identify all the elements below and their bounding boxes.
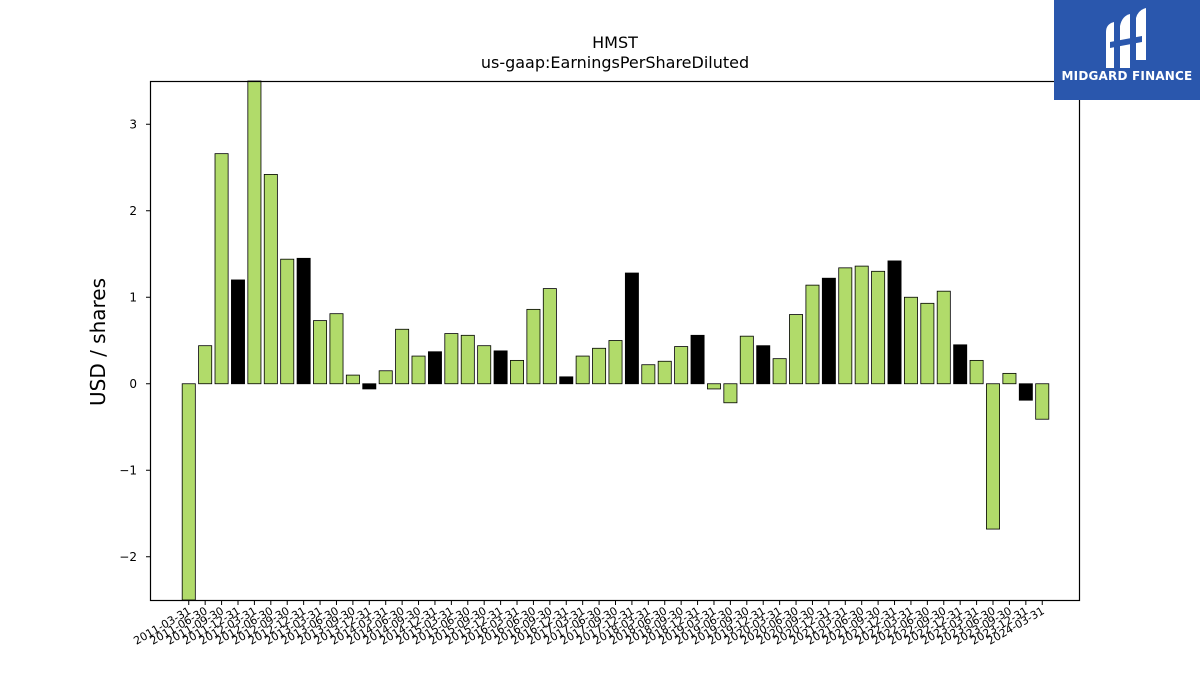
midgard-finance-logo: MIDGARD FINANCE bbox=[1054, 0, 1200, 100]
bar-2020-12-31 bbox=[821, 277, 836, 385]
bar-2020-09-30 bbox=[805, 284, 820, 385]
y-tick-label: 3 bbox=[129, 117, 137, 131]
bar-2014-03-31 bbox=[378, 370, 393, 385]
bar-2011-03-31 bbox=[181, 383, 196, 601]
bar-2023-06-30 bbox=[986, 383, 1000, 530]
bar-2013-03-31 bbox=[313, 320, 328, 385]
bar-2023-09-30 bbox=[1002, 372, 1017, 385]
bar-2019-12-31 bbox=[756, 345, 771, 385]
bar-2023-03-31 bbox=[969, 359, 984, 385]
bar-2018-06-30 bbox=[657, 360, 672, 385]
bars-group bbox=[181, 80, 1050, 601]
plot-frame bbox=[149, 80, 1081, 602]
bar-2012-09-30 bbox=[280, 258, 295, 385]
bar-2013-12-31 bbox=[362, 383, 377, 390]
bar-2021-12-31 bbox=[887, 260, 902, 385]
bar-2014-06-30 bbox=[395, 328, 410, 385]
bar-2021-09-30 bbox=[871, 270, 886, 385]
bar-2018-03-31 bbox=[641, 364, 656, 385]
y-tick-label: 0 bbox=[129, 377, 137, 391]
chart-subtitle: us-gaap:EarningsPerShareDiluted bbox=[481, 53, 749, 72]
bar-2012-12-31 bbox=[296, 257, 311, 385]
bar-2014-09-30 bbox=[411, 355, 426, 385]
bar-2015-09-30 bbox=[477, 345, 492, 385]
bar-2013-06-30 bbox=[329, 313, 344, 385]
y-tick-label: 1 bbox=[129, 290, 137, 304]
y-axis-label: USD / shares bbox=[86, 278, 110, 406]
bar-2015-12-31 bbox=[493, 350, 508, 385]
bar-2021-06-30 bbox=[854, 265, 869, 385]
midgard-logo-icon bbox=[1106, 8, 1146, 68]
bar-2012-06-30 bbox=[263, 174, 278, 385]
bar-2017-12-31 bbox=[624, 272, 639, 385]
bar-2019-06-30 bbox=[723, 383, 738, 404]
bar-2021-03-31 bbox=[838, 267, 853, 385]
bar-2020-03-31 bbox=[772, 358, 787, 385]
logo-text: MIDGARD FINANCE bbox=[1061, 69, 1193, 83]
bar-2022-03-31 bbox=[903, 296, 918, 385]
bar-2017-06-30 bbox=[592, 347, 607, 385]
bar-2013-09-30 bbox=[345, 374, 360, 385]
x-ticks-group: 2011-03-312011-06-302011-09-302011-12-31… bbox=[131, 600, 1047, 648]
bar-2017-09-30 bbox=[608, 340, 623, 385]
bar-2022-12-31 bbox=[953, 344, 968, 385]
bar-2017-03-31 bbox=[575, 355, 590, 385]
bar-2019-03-31 bbox=[707, 383, 721, 390]
bar-2020-06-30 bbox=[789, 314, 804, 385]
bar-2015-03-31 bbox=[444, 333, 459, 385]
bar-2014-12-31 bbox=[427, 351, 442, 385]
bar-2019-09-30 bbox=[739, 335, 754, 385]
bar-2012-03-31 bbox=[247, 80, 262, 385]
chart-title: HMST bbox=[592, 33, 638, 52]
bar-2011-06-30 bbox=[198, 345, 213, 385]
bar-2023-12-31 bbox=[1018, 383, 1033, 401]
bar-2011-12-31 bbox=[231, 279, 245, 385]
bar-2018-12-31 bbox=[690, 334, 705, 385]
bar-2016-12-31 bbox=[559, 376, 574, 385]
bar-2015-06-30 bbox=[460, 334, 475, 385]
bar-2022-09-30 bbox=[936, 290, 951, 385]
bar-2011-09-30 bbox=[214, 153, 229, 385]
bar-2016-09-30 bbox=[542, 288, 557, 385]
bar-2024-03-31 bbox=[1035, 383, 1050, 420]
y-ticks-group: −2 −1 0 1 2 3 bbox=[119, 117, 151, 564]
bar-2022-06-30 bbox=[920, 302, 935, 385]
y-tick-label: −1 bbox=[119, 463, 137, 477]
bar-2018-09-30 bbox=[674, 346, 689, 385]
y-tick-label: −2 bbox=[119, 550, 137, 564]
bar-2016-03-31 bbox=[510, 359, 524, 385]
y-tick-label: 2 bbox=[129, 204, 137, 218]
bar-2016-06-30 bbox=[526, 308, 541, 385]
